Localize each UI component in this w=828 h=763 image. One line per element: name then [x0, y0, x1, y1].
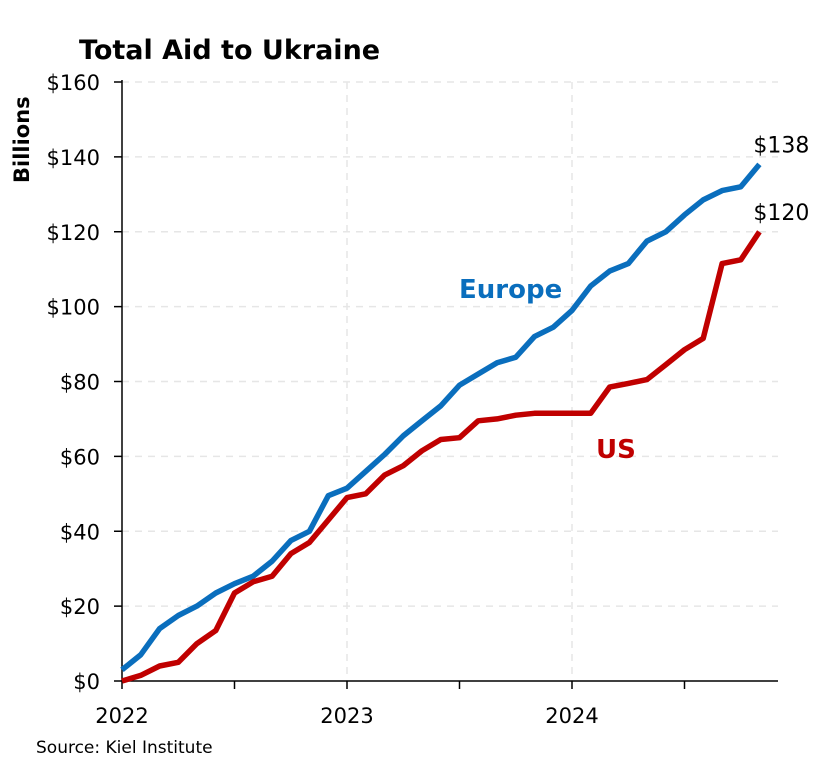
- series-lines: $138 $120: [120, 133, 809, 684]
- series-line-us: [121, 230, 762, 684]
- end-label-us: $120: [753, 201, 809, 226]
- y-tick-label: $160: [47, 71, 100, 95]
- y-tick-label: $80: [60, 371, 100, 395]
- chart-title: Total Aid to Ukraine: [79, 35, 380, 66]
- y-tick-label: $140: [47, 146, 100, 170]
- y-tick-label: $100: [47, 296, 100, 320]
- axes: [121, 80, 778, 682]
- series-line-europe: [120, 162, 762, 672]
- source-note: Source: Kiel Institute: [36, 738, 213, 758]
- x-tick-label: 2022: [95, 704, 148, 728]
- end-label-europe: $138: [753, 133, 809, 158]
- x-tick-label: 2023: [320, 704, 373, 728]
- y-tick-label: $0: [73, 670, 100, 694]
- y-tick-label: $60: [60, 445, 100, 469]
- series-label-europe: Europe: [459, 275, 562, 305]
- series-label-us: US: [596, 435, 636, 465]
- y-axis-label: Billions: [10, 96, 34, 183]
- x-tick-label: 2024: [545, 704, 598, 728]
- y-axis-ticks: $0 $20 $40 $60 $80 $100 $120 $140 $160: [47, 71, 122, 694]
- y-tick-label: $20: [60, 595, 100, 619]
- y-tick-label: $120: [47, 221, 100, 245]
- grid-lines: [122, 81, 778, 681]
- series-labels: Europe US: [459, 275, 636, 465]
- x-axis-ticks: 2022 2023 2024: [95, 681, 686, 728]
- y-tick-label: $40: [60, 520, 100, 544]
